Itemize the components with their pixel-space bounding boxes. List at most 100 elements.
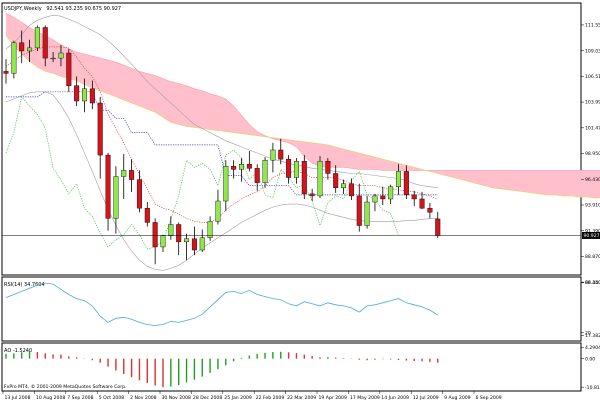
time-tick-label: 28 Dec 2008 bbox=[193, 395, 222, 401]
candle bbox=[50, 51, 56, 63]
candle bbox=[66, 48, 72, 92]
candle-body bbox=[176, 224, 182, 243]
candle-body bbox=[293, 161, 299, 178]
candle bbox=[238, 158, 244, 182]
candle bbox=[136, 170, 142, 213]
time-tick-label: 2 Nov 2008 bbox=[130, 395, 157, 401]
candle-body bbox=[215, 200, 221, 222]
ao-panel-frame bbox=[1, 342, 582, 392]
ao-panel[interactable]: AO -1.5240 FxPro MT4, © 2001-2009 MetaQu… bbox=[1, 342, 582, 392]
candle-body bbox=[97, 102, 103, 156]
current-price-text: 90.927 bbox=[584, 233, 600, 239]
candle bbox=[427, 203, 433, 219]
candle-body bbox=[262, 159, 268, 183]
candle-body bbox=[113, 176, 119, 219]
candle bbox=[317, 156, 323, 198]
candle-body bbox=[254, 168, 260, 183]
candle-body bbox=[427, 207, 433, 213]
candle bbox=[341, 179, 347, 194]
candle-body bbox=[129, 170, 135, 180]
candle bbox=[262, 157, 268, 188]
time-tick-label: 10 Aug 2008 bbox=[36, 395, 66, 401]
candle-body bbox=[286, 158, 292, 178]
candle bbox=[286, 155, 292, 184]
main-price-panel[interactable]: USDJPY,Weekly 92.541 93.235 90.675 90.92… bbox=[1, 2, 600, 276]
candle-body bbox=[168, 224, 174, 236]
candle bbox=[231, 160, 237, 179]
candle-body bbox=[3, 71, 9, 74]
ao-tick-label: 0.00 bbox=[585, 356, 595, 362]
candle-body bbox=[136, 179, 142, 209]
price-tick-label: 109.030 bbox=[585, 48, 600, 54]
candle bbox=[74, 76, 80, 107]
price-tick-label: 106.510 bbox=[585, 74, 600, 80]
candle-body bbox=[105, 154, 111, 219]
candle-body bbox=[403, 171, 409, 196]
candle-body bbox=[50, 57, 56, 60]
rsi-tick-label: 68.4406 bbox=[585, 280, 600, 286]
candle bbox=[81, 78, 87, 113]
candle bbox=[27, 39, 33, 63]
candle-body bbox=[121, 170, 127, 177]
candle bbox=[348, 178, 354, 200]
symbol-header: USDJPY,Weekly 92.541 93.235 90.675 90.92… bbox=[4, 6, 121, 12]
candle bbox=[199, 229, 205, 253]
candle bbox=[113, 166, 119, 234]
time-tick-label: 17 May 2009 bbox=[350, 395, 380, 401]
main-panel-frame bbox=[1, 2, 582, 276]
candle-body bbox=[223, 166, 229, 202]
candle bbox=[129, 159, 135, 192]
candle bbox=[58, 44, 64, 67]
candle-body bbox=[325, 161, 331, 174]
candle-body bbox=[34, 27, 40, 49]
candle-body bbox=[238, 164, 244, 170]
rsi-panel[interactable]: RSI(14) 34.7604 bbox=[1, 276, 582, 342]
price-axis: 111.550 109.030 106.510 103.990 101.470 98.95… bbox=[581, 23, 600, 286]
candle-body bbox=[58, 52, 64, 59]
bollinger-upper-line bbox=[5, 14, 438, 188]
candle-body bbox=[372, 195, 378, 203]
time-tick-label: 19 Apr 2009 bbox=[319, 395, 347, 401]
candle bbox=[419, 191, 425, 210]
ao-label: AO -1.5240 bbox=[4, 348, 32, 354]
candle bbox=[152, 218, 158, 265]
time-tick-label: 12 Jul 2009 bbox=[413, 395, 439, 401]
ohlc-values: 92.541 93.235 90.675 90.927 bbox=[46, 6, 121, 12]
candle-body bbox=[152, 222, 158, 248]
candle-body bbox=[207, 221, 213, 238]
candle-body bbox=[348, 183, 354, 197]
candle-body bbox=[435, 218, 441, 236]
candle-body bbox=[356, 195, 362, 226]
candle-body bbox=[27, 47, 33, 52]
time-tick-label: 25 Jan 2009 bbox=[224, 395, 252, 401]
candle bbox=[388, 184, 394, 205]
time-tick-label: 14 Jun 2009 bbox=[381, 395, 409, 401]
candle-body bbox=[341, 183, 347, 188]
candle bbox=[403, 165, 409, 199]
candle bbox=[270, 142, 276, 173]
candle bbox=[89, 80, 95, 110]
price-tick-label: 91.390 bbox=[585, 228, 600, 234]
candles bbox=[3, 25, 441, 265]
candle-body bbox=[160, 235, 166, 248]
candle bbox=[325, 158, 331, 180]
candle bbox=[19, 30, 25, 64]
cloud-bottom-line bbox=[5, 35, 600, 199]
current-price-box bbox=[582, 231, 600, 239]
price-tick-label: 111.550 bbox=[585, 23, 600, 29]
symbol-title: USDJPY,Weekly bbox=[4, 6, 42, 12]
candle-body bbox=[333, 173, 339, 188]
candle-body bbox=[89, 88, 95, 104]
candle-body bbox=[301, 161, 307, 195]
candle-body bbox=[278, 149, 284, 160]
candle bbox=[121, 154, 127, 199]
candle-body bbox=[388, 186, 394, 200]
time-tick-label: 22 Feb 2009 bbox=[256, 395, 285, 401]
rsi-tick-label: 17.3825 bbox=[585, 333, 600, 339]
rsi-line-layer bbox=[5, 282, 439, 326]
candle bbox=[246, 150, 252, 172]
candle bbox=[309, 188, 315, 202]
current-price-label: 90.927 bbox=[582, 231, 600, 239]
candle-body bbox=[396, 171, 402, 187]
